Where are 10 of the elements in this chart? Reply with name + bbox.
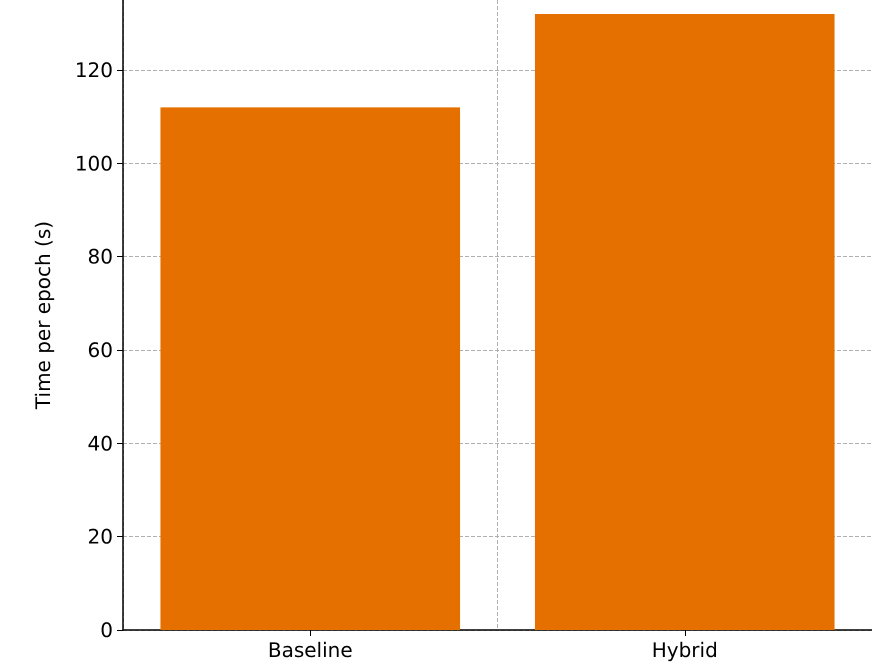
y-tick-label: 40 (88, 431, 113, 456)
y-tick-label: 100 (74, 151, 113, 176)
y-tick-label: 0 (100, 618, 113, 642)
x-tick-label: Baseline (268, 638, 353, 662)
y-tick-label: 60 (88, 338, 113, 362)
y-axis-title: Time per epoch (s) (31, 220, 55, 410)
y-tick-label: 20 (88, 524, 113, 549)
y-tick-label: 120 (74, 58, 113, 82)
x-tick-label: Hybrid (652, 638, 718, 662)
y-tick-label: 80 (88, 244, 113, 269)
